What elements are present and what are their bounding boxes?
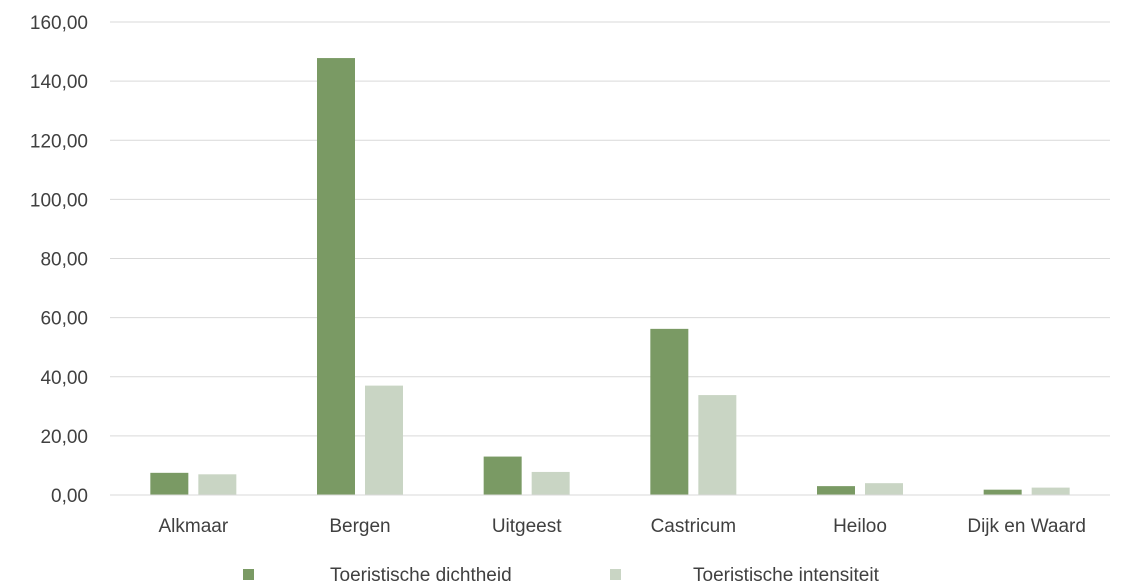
- bar-dichtheid: [317, 58, 355, 495]
- bars: [150, 58, 1070, 495]
- y-tick-label: 100,00: [30, 190, 88, 211]
- y-tick-label: 0,00: [51, 486, 88, 507]
- bar-intensiteit: [865, 483, 903, 495]
- bar-dichtheid: [150, 472, 189, 495]
- y-tick-label: 80,00: [40, 250, 88, 271]
- x-category-label: Bergen: [329, 516, 390, 537]
- x-category-label: Heiloo: [833, 516, 887, 537]
- bar-dichtheid: [983, 489, 1022, 495]
- legend-label: Toeristische intensiteit: [693, 565, 880, 586]
- y-tick-label: 40,00: [40, 368, 88, 389]
- bar-intensiteit: [531, 471, 570, 495]
- bar-dichtheid: [817, 486, 855, 495]
- x-category-label: Dijk en Waard: [967, 516, 1086, 537]
- legend: Toeristische dichtheid Toeristische inten…: [243, 565, 880, 586]
- y-tick-label: 160,00: [30, 13, 88, 34]
- y-tick-label: 140,00: [30, 72, 88, 93]
- y-tick-label: 120,00: [30, 131, 88, 152]
- y-tick-label: 60,00: [40, 309, 88, 330]
- gridlines: [110, 21, 1110, 437]
- x-category-label: Uitgeest: [492, 516, 562, 537]
- bar-intensiteit: [698, 395, 737, 495]
- x-axis-category-labels: Alkmaar Bergen Uitgeest Castricum Heiloo Dijk…: [158, 516, 1085, 537]
- legend-swatch: [243, 569, 254, 580]
- bar-intensiteit: [365, 385, 403, 495]
- legend-swatch: [610, 569, 621, 580]
- y-axis-tick-labels: 0,00 20,00 40,00 60,00 80,00 100,00 120,00 140,…: [30, 13, 88, 507]
- bar-intensiteit: [1031, 487, 1070, 495]
- bar-dichtheid: [483, 456, 522, 495]
- bar-dichtheid: [650, 328, 689, 495]
- legend-label: Toeristische dichtheid: [330, 565, 512, 586]
- y-tick-label: 20,00: [40, 427, 88, 448]
- x-category-label: Alkmaar: [158, 516, 228, 537]
- x-category-label: Castricum: [651, 516, 737, 537]
- bar-intensiteit: [198, 474, 237, 495]
